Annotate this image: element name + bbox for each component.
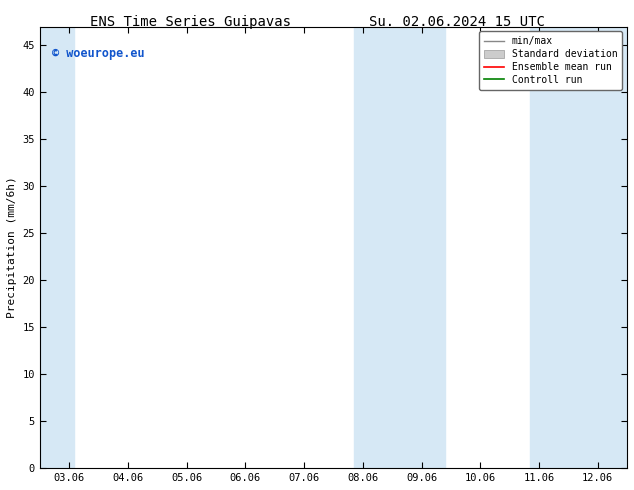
Legend: min/max, Standard deviation, Ensemble mean run, Controll run: min/max, Standard deviation, Ensemble me… (479, 31, 622, 90)
Text: Su. 02.06.2024 15 UTC: Su. 02.06.2024 15 UTC (368, 15, 545, 29)
Text: © woeurope.eu: © woeurope.eu (51, 48, 144, 60)
Bar (40, 26, 74, 468)
Text: ENS Time Series Guipavas: ENS Time Series Guipavas (89, 15, 291, 29)
Bar (530, 26, 627, 468)
Bar (354, 26, 445, 468)
Y-axis label: Precipitation (mm/6h): Precipitation (mm/6h) (7, 176, 17, 318)
